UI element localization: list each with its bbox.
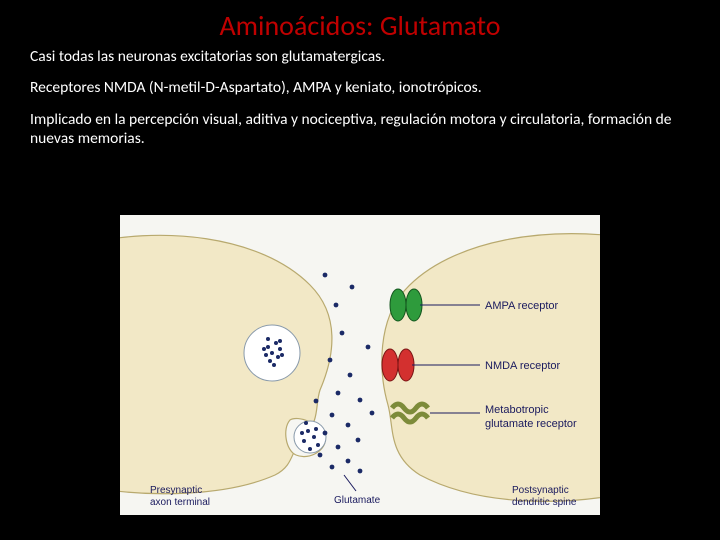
label-metab-1: Metabotropic	[485, 404, 549, 416]
label-glutamate: Glutamate	[334, 495, 381, 506]
synapse-svg: AMPA receptor NMDA receptor Metabotropic…	[120, 215, 600, 515]
paragraph-2: Receptores NMDA (N-metil-D-Aspartato), A…	[30, 78, 690, 97]
paragraph-1: Casi todas las neuronas excitatorias son…	[30, 47, 690, 66]
synapse-diagram: AMPA receptor NMDA receptor Metabotropic…	[120, 215, 600, 515]
body-text: Casi todas las neuronas excitatorias son…	[0, 43, 720, 149]
label-presyn-2: axon terminal	[150, 497, 210, 508]
label-ampa: AMPA receptor	[485, 300, 558, 312]
slide: Aminoácidos: Glutamato Casi todas las ne…	[0, 0, 720, 540]
label-postsyn-1: Postsynaptic	[512, 485, 569, 496]
slide-title: Aminoácidos: Glutamato	[0, 0, 720, 43]
paragraph-3: Implicado en la percepción visual, aditi…	[30, 110, 690, 149]
label-postsyn-2: dendritic spine	[512, 497, 577, 508]
label-nmda: NMDA receptor	[485, 360, 561, 372]
label-metab-2: glutamate receptor	[485, 418, 577, 430]
label-presyn-1: Presynaptic	[150, 485, 202, 496]
